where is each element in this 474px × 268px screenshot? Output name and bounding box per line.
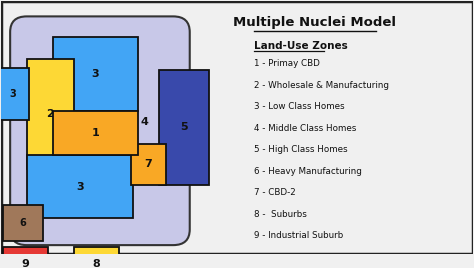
Text: 5 - High Class Homes: 5 - High Class Homes xyxy=(254,145,347,154)
Bar xyxy=(53,111,138,155)
Text: 5: 5 xyxy=(180,122,188,132)
Text: 7: 7 xyxy=(145,159,152,169)
Text: 9: 9 xyxy=(22,259,29,268)
Text: 3: 3 xyxy=(9,89,16,99)
Text: Land-Use Zones: Land-Use Zones xyxy=(254,41,347,51)
Bar xyxy=(0,68,29,120)
Text: 2: 2 xyxy=(46,109,54,119)
Text: 3: 3 xyxy=(91,69,99,79)
Text: 6 - Heavy Manufacturing: 6 - Heavy Manufacturing xyxy=(254,167,361,176)
Text: Multiple Nuclei Model: Multiple Nuclei Model xyxy=(234,16,396,29)
Bar xyxy=(3,205,43,241)
Text: 3 - Low Class Homes: 3 - Low Class Homes xyxy=(254,102,344,111)
Text: 6: 6 xyxy=(20,218,27,228)
Text: 4: 4 xyxy=(141,117,149,127)
Text: 1 - Primay CBD: 1 - Primay CBD xyxy=(254,59,319,68)
Text: 2 - Wholesale & Manufacturing: 2 - Wholesale & Manufacturing xyxy=(254,80,389,90)
Bar xyxy=(27,59,74,169)
Bar xyxy=(53,36,138,111)
Text: 3: 3 xyxy=(76,182,84,192)
Bar xyxy=(74,247,119,268)
FancyBboxPatch shape xyxy=(10,16,190,245)
Text: 1: 1 xyxy=(91,128,99,138)
Text: 9 - Industrial Suburb: 9 - Industrial Suburb xyxy=(254,231,343,240)
Text: 8 -  Suburbs: 8 - Suburbs xyxy=(254,210,306,219)
Bar xyxy=(3,247,48,268)
Text: 8: 8 xyxy=(92,259,100,268)
Bar xyxy=(159,70,209,185)
Bar xyxy=(27,155,133,218)
Text: 4 - Middle Class Homes: 4 - Middle Class Homes xyxy=(254,124,356,133)
Bar xyxy=(131,144,166,185)
Text: 7 - CBD-2: 7 - CBD-2 xyxy=(254,188,295,197)
